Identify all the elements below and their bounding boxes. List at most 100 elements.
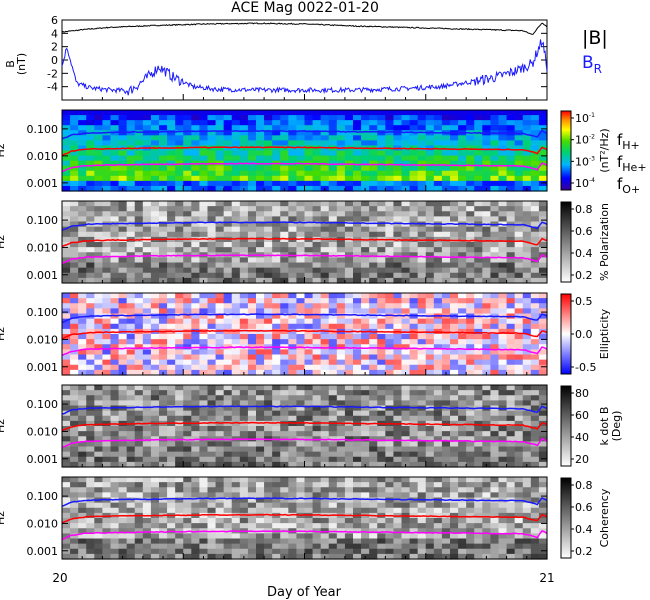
- spectrogram-cell: [264, 318, 273, 325]
- spectrogram-cell: [401, 110, 411, 116]
- spectrogram-cell: [239, 206, 249, 212]
- spectrogram-cell: [256, 328, 265, 335]
- spectrogram-cell: [353, 364, 362, 371]
- spectrogram-cell: [70, 185, 79, 192]
- spectrogram-cell: [393, 543, 403, 550]
- spectrogram-cell: [538, 170, 548, 177]
- spectrogram-cell: [304, 426, 314, 432]
- spectrogram-cell: [167, 533, 176, 540]
- spectrogram-cell: [328, 318, 338, 325]
- spectrogram-cell: [280, 446, 289, 453]
- colorbar-tick-label: 0.0: [575, 328, 593, 341]
- spectrogram-cell: [377, 354, 386, 361]
- spectrogram-cell: [62, 553, 71, 560]
- spectrogram-cell: [167, 175, 176, 182]
- spectrogram-cell: [191, 180, 201, 187]
- spectrogram-cell: [62, 206, 71, 212]
- spectrogram-cell: [167, 426, 176, 432]
- spectrogram-cell: [320, 293, 330, 299]
- spectrogram-cell: [62, 528, 71, 534]
- spectrogram-cell: [94, 120, 104, 126]
- spectrogram-cell: [288, 247, 298, 253]
- spectrogram-cell: [506, 110, 516, 116]
- spectrogram-cell: [62, 502, 71, 509]
- spectrogram-cell: [538, 405, 548, 412]
- spectrogram-cell: [417, 369, 427, 376]
- spectrogram-cell: [433, 359, 443, 366]
- spectrogram-cell: [474, 165, 483, 172]
- spectrogram-cell: [530, 206, 540, 212]
- spectrogram-cell: [417, 277, 427, 284]
- spectrogram-cell: [288, 125, 298, 131]
- spectrogram-cell: [514, 456, 524, 463]
- spectrogram-cell: [336, 543, 346, 550]
- spectrogram-cell: [191, 385, 201, 391]
- spectrogram-cell: [247, 262, 257, 269]
- spectrogram-cell: [474, 145, 483, 152]
- spectrogram-cell: [353, 221, 362, 228]
- spectrogram-cell: [78, 135, 87, 141]
- spectrogram-cell: [458, 206, 467, 212]
- spectrogram-cell: [215, 257, 225, 264]
- spectrogram-cell: [215, 150, 225, 157]
- spectrogram-cell: [530, 120, 540, 126]
- spectrogram-cell: [538, 242, 548, 248]
- spectrogram-cell: [441, 502, 451, 509]
- spectrogram-cell: [231, 518, 241, 524]
- spectrogram-cell: [288, 369, 298, 376]
- spectrogram-cell: [482, 272, 492, 279]
- spectrogram-cell: [441, 328, 451, 335]
- spectrogram-cell: [94, 252, 104, 258]
- spectrogram-cell: [167, 410, 176, 417]
- spectrogram-cell: [369, 170, 378, 177]
- spectrogram-cell: [506, 339, 516, 345]
- spectrogram-cell: [191, 395, 201, 401]
- colorbar: [560, 477, 572, 559]
- spectrogram-cell: [256, 359, 265, 366]
- spectrogram-cell: [70, 318, 79, 325]
- spectrogram-cell: [514, 339, 524, 345]
- spectrogram-cell: [385, 175, 395, 182]
- spectrogram-cell: [239, 318, 249, 325]
- spectrogram-cell: [538, 226, 548, 233]
- spectrogram-cell: [385, 140, 395, 147]
- spectrogram-cell: [150, 477, 160, 483]
- spectrogram-cell: [167, 446, 176, 453]
- spectrogram-cell: [102, 400, 112, 407]
- spectrogram-cell: [361, 523, 370, 529]
- spectrogram-cell: [247, 405, 257, 412]
- spectrogram-cell: [110, 334, 120, 340]
- spectrogram-cell: [417, 364, 427, 371]
- spectrogram-cell: [110, 477, 120, 483]
- spectrogram-cell: [142, 502, 152, 509]
- spectrogram-cell: [353, 492, 362, 499]
- spectrogram-cell: [361, 410, 370, 417]
- spectrogram-cell: [159, 262, 168, 269]
- spectrogram-cell: [70, 140, 79, 147]
- gyrofrequency-line-He-plus: [61, 421, 548, 432]
- spectrogram-cell: [167, 359, 176, 366]
- spectrogram-cell: [506, 252, 516, 258]
- spectrogram-cell: [175, 201, 184, 207]
- spectrogram-cell: [320, 257, 330, 264]
- spectrogram-cell: [304, 533, 314, 540]
- spectrogram-cell: [126, 364, 136, 371]
- spectrogram-cell: [110, 415, 120, 422]
- spectrogram-cell: [425, 456, 435, 463]
- spectrogram-cell: [159, 150, 168, 157]
- spectrogram-cell: [62, 247, 71, 253]
- spectrogram-cell: [498, 441, 508, 448]
- spectrogram-cell: [110, 165, 120, 172]
- spectrogram-cell: [264, 420, 273, 427]
- spectrogram-cell: [231, 359, 241, 366]
- spectrogram-cell: [110, 201, 120, 207]
- spectrogram-cell: [167, 487, 176, 493]
- spectrogram-cell: [102, 226, 112, 233]
- spectrogram-cell: [110, 252, 120, 258]
- spectrogram-cell: [401, 436, 411, 442]
- spectrogram-cell: [118, 385, 128, 391]
- spectrogram-cell: [191, 456, 201, 463]
- spectrogram-cell: [312, 518, 322, 524]
- spectrogram-cell: [344, 334, 354, 340]
- spectrogram-cell: [506, 155, 516, 162]
